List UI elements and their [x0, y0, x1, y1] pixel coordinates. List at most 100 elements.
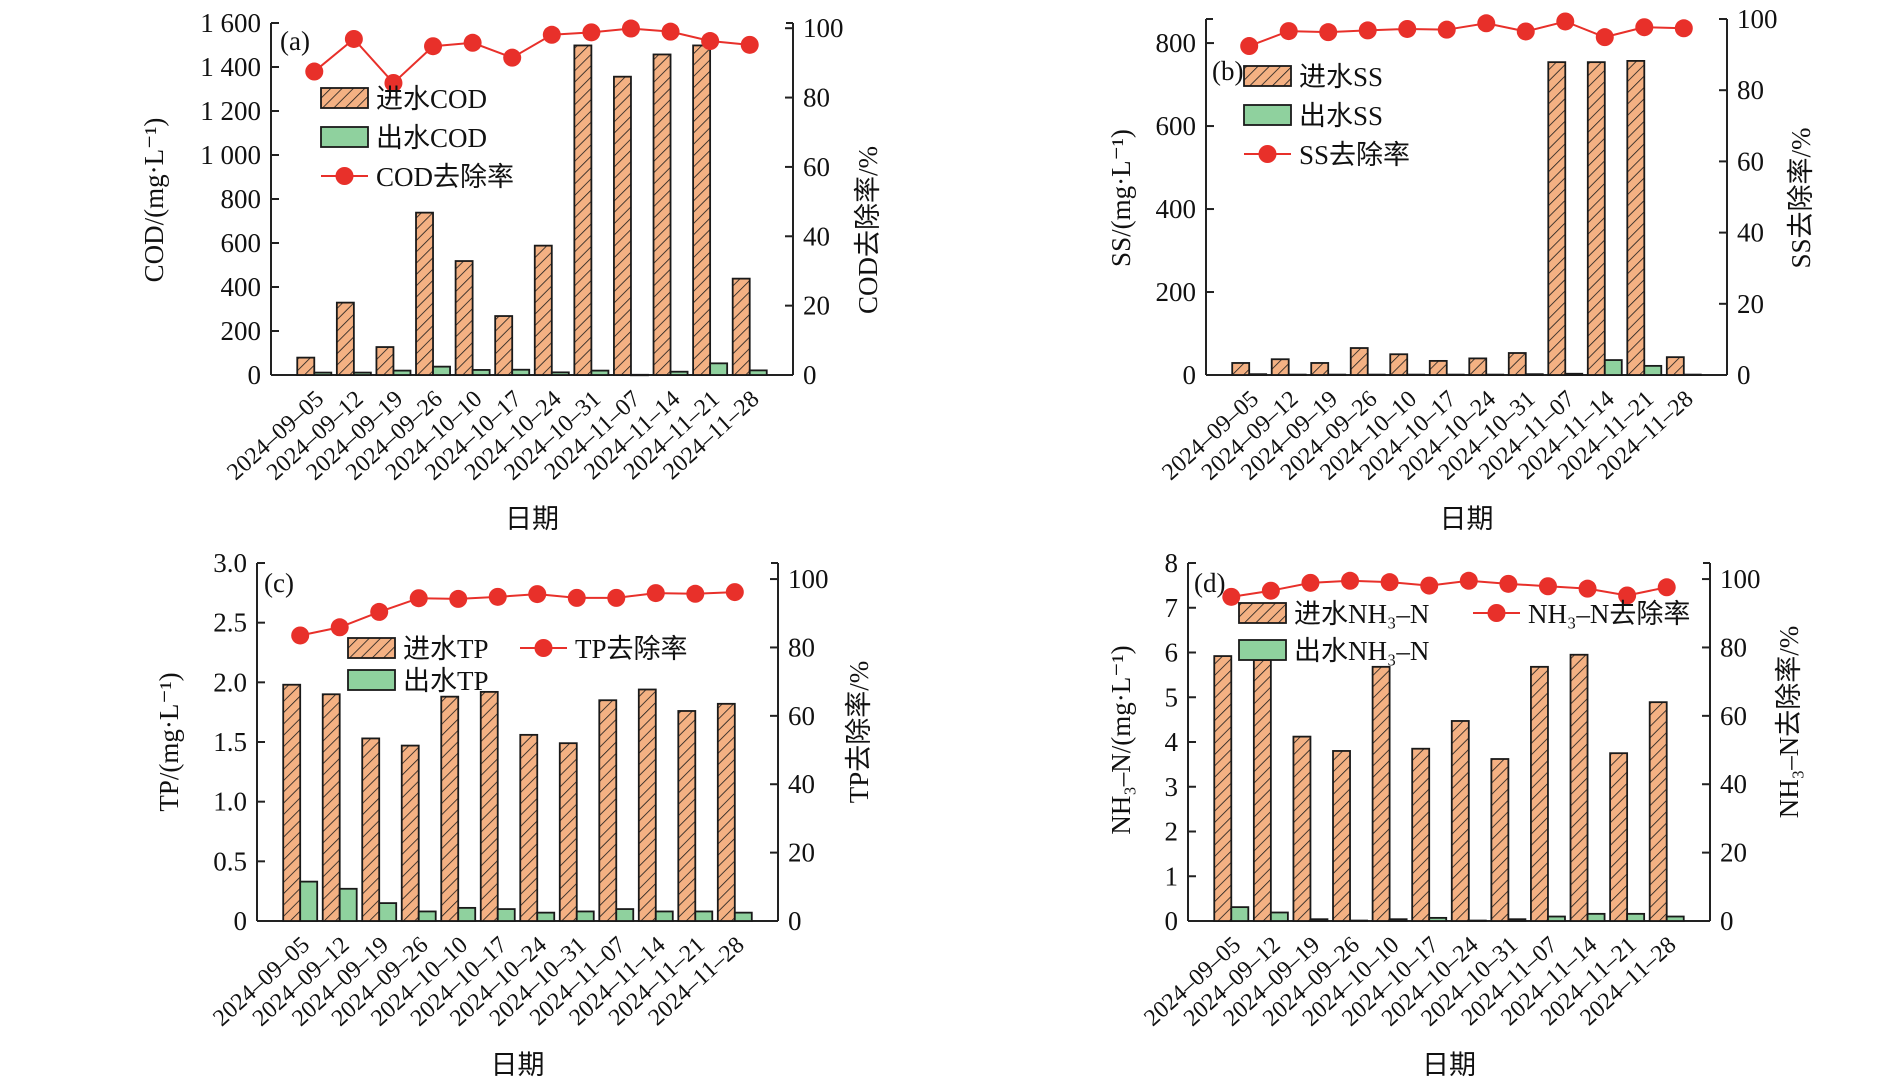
removal-point [344, 29, 363, 48]
y-tick-label-left: 800 [1156, 28, 1197, 58]
x-tick-labels: 2024–09–052024–09–122024–09–192024–09–26… [222, 386, 764, 486]
legend-swatch-influent [347, 637, 396, 659]
bar-influent [533, 244, 553, 376]
y-tick-label-right: 40 [1737, 218, 1764, 248]
removal-line [1248, 20, 1684, 47]
y-tick-label-right: 100 [803, 13, 844, 43]
bar-influent [1609, 752, 1629, 922]
bar-effluent [1507, 918, 1527, 922]
y-axis-title-left: TP/(mg·L⁻¹) [154, 672, 184, 811]
removal-point [1595, 28, 1614, 47]
removal-point [740, 35, 759, 54]
bars [296, 44, 768, 377]
bar-influent [1530, 665, 1549, 922]
panel-tag: (c) [264, 568, 294, 598]
removal-series [305, 19, 759, 92]
y-tick-label-left: 0 [248, 360, 262, 390]
bar-influent [335, 301, 355, 376]
removal-point [1477, 14, 1496, 33]
removal-point [1380, 573, 1399, 592]
y-tick-label-right: 80 [1737, 75, 1764, 105]
panel-tag: (d) [1194, 568, 1225, 598]
bar-influent [479, 690, 499, 922]
bar-effluent [1366, 373, 1386, 376]
removal-line [299, 591, 735, 637]
bar-influent [1411, 747, 1431, 922]
legend-label-effluent: 出水NH₃–N [1294, 636, 1429, 666]
removal-point [1578, 579, 1597, 598]
bar-effluent [1665, 915, 1685, 922]
legend: 进水COD 出水COD COD去除率 [320, 84, 514, 192]
bar-effluent [1467, 919, 1487, 922]
legend: 进水NH₃–N 出水NH₃–N NH₃–N去除率 [1238, 599, 1690, 666]
y-tick-label-left: 2.5 [213, 608, 247, 638]
bar-influent [296, 356, 316, 376]
chart-panel-c: 0 0.5 1.0 1.5 2.0 2.5 3.0 0 20 40 60 80 100 2024–09–0… [154, 548, 874, 1080]
removal-point [503, 48, 522, 67]
removal-series [1222, 571, 1676, 606]
bar-influent [454, 260, 474, 376]
bar-effluent [299, 880, 319, 922]
bar-influent [282, 683, 302, 922]
removal-point [1459, 571, 1478, 590]
bar-effluent [1428, 916, 1448, 922]
legend-label-influent: 进水NH₃–N [1294, 599, 1429, 629]
bar-effluent [496, 908, 516, 922]
bar-effluent [748, 369, 768, 376]
bar-effluent [654, 910, 674, 922]
bar-effluent [669, 370, 689, 376]
bar-influent [1371, 665, 1391, 922]
bar-influent [1490, 758, 1510, 922]
bar-effluent [1309, 918, 1329, 922]
y-tick-label-right: 100 [1737, 4, 1778, 34]
legend-swatch-influent [1238, 602, 1287, 624]
y-tick-label-right: 0 [803, 360, 817, 390]
bar-influent [677, 710, 697, 922]
bar-effluent [338, 887, 358, 922]
bar-effluent [378, 902, 398, 922]
bar-effluent [630, 373, 649, 377]
bar-influent [1468, 357, 1488, 376]
removal-point [1240, 37, 1259, 56]
y-tick-label-right: 0 [1737, 360, 1751, 390]
bar-influent [375, 346, 395, 376]
removal-point [1261, 581, 1280, 600]
y-tick-label-left: 0 [1165, 906, 1179, 936]
legend-label-influent: 进水TP [403, 634, 489, 664]
legend-swatch-removal-marker [1487, 604, 1506, 622]
y-tick-label-left: 3 [1165, 772, 1179, 802]
y-tick-label-right: 60 [788, 701, 815, 731]
legend-swatch-influent [1243, 65, 1292, 87]
removal-point [1657, 578, 1676, 597]
y-axis-title-right: NH₃–N去除率/% [1774, 626, 1804, 818]
bar-effluent [1230, 906, 1250, 922]
bar-influent [440, 695, 460, 922]
removal-point [370, 602, 389, 621]
y-tick-label-left: 7 [1165, 593, 1179, 623]
legend-swatch-effluent [347, 669, 396, 691]
y-tick-label-left: 600 [1156, 111, 1197, 141]
y-axis-title-right: COD去除率/% [853, 146, 883, 314]
y-tick-label-left: 0 [234, 906, 248, 936]
y-tick-label-right: 40 [803, 221, 830, 251]
y-tick-label-left: 400 [1156, 194, 1197, 224]
bar-effluent [1287, 373, 1307, 376]
panel-tag: (a) [280, 26, 310, 56]
bar-influent [321, 693, 341, 922]
x-tick-labels: 2024–09–052024–09–122024–09–192024–09–26… [208, 932, 749, 1032]
y-tick-label-left: 1.5 [213, 727, 247, 757]
x-axis-title: 日期 [1422, 1050, 1476, 1080]
bar-influent [731, 277, 751, 376]
y-tick-label-right: 60 [1737, 146, 1764, 176]
bar-effluent [536, 911, 556, 922]
y-tick-label-right: 20 [1720, 838, 1747, 868]
removal-point [528, 585, 547, 604]
legend: 进水SS 出水SS SS去除率 [1243, 62, 1410, 170]
y-tick-label-left: 3.0 [213, 548, 247, 578]
bar-influent [1310, 362, 1330, 376]
bar-effluent [694, 910, 714, 922]
legend-swatch-influent [320, 87, 369, 109]
bar-effluent [590, 369, 610, 376]
bar-effluent [471, 369, 491, 376]
y-tick-label-right: 80 [788, 632, 815, 662]
